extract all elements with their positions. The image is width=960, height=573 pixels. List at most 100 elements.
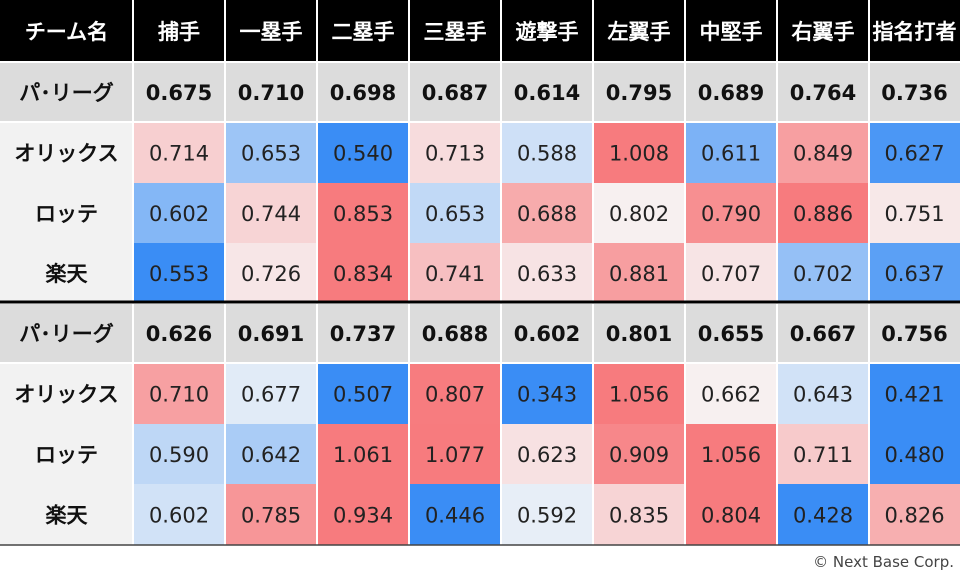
heat-cell-value: 0.790	[701, 202, 761, 226]
heat-cell-value: 0.590	[149, 443, 209, 467]
heat-cell	[685, 243, 777, 303]
league-value-cell: 0.602	[514, 322, 580, 346]
league-value-cell: 0.698	[330, 81, 396, 105]
heat-cell-value: 0.744	[241, 202, 301, 226]
league-value-cell: 0.675	[146, 81, 212, 105]
header-cell-position: 右翼手	[792, 20, 855, 44]
heat-cell	[869, 363, 960, 424]
heat-cell	[685, 122, 777, 183]
header-cell-position: 左翼手	[608, 20, 671, 44]
league-row-label: パ･リーグ	[19, 322, 114, 346]
league-value-cell: 0.737	[330, 322, 396, 346]
heat-cell	[777, 122, 869, 183]
team-name-label: オリックス	[14, 383, 118, 407]
heat-cell-value: 1.077	[425, 443, 485, 467]
heat-cell	[409, 183, 501, 243]
heat-cell	[409, 243, 501, 303]
heat-cell-value: 0.637	[884, 262, 944, 286]
header-cell-team: チーム名	[25, 20, 108, 44]
heat-cell-value: 1.056	[609, 383, 669, 407]
heat-cell-value: 0.785	[241, 504, 301, 528]
heat-cell-value: 0.343	[517, 383, 577, 407]
team-name-cell	[0, 183, 133, 243]
heat-cell	[317, 183, 409, 243]
heat-cell-value: 0.677	[241, 383, 301, 407]
heat-cell	[501, 183, 593, 243]
heat-cell	[133, 363, 225, 424]
heat-cell	[133, 424, 225, 484]
heat-cell	[777, 484, 869, 545]
heat-cell	[777, 363, 869, 424]
heat-cell-value: 0.710	[149, 383, 209, 407]
heat-cell	[501, 363, 593, 424]
heat-cell-value: 0.602	[149, 504, 209, 528]
team-name-cell	[0, 243, 133, 303]
heat-cell	[501, 122, 593, 183]
heat-cell	[869, 424, 960, 484]
heat-cell-value: 0.835	[609, 504, 669, 528]
heat-cell	[593, 183, 685, 243]
heat-cell-value: 0.881	[609, 262, 669, 286]
heat-cell	[317, 243, 409, 303]
heat-cell	[317, 424, 409, 484]
team-name-label: 楽天	[46, 262, 89, 286]
header-cell-position: 捕手	[158, 20, 200, 44]
header-cell-position: 一塁手	[240, 20, 303, 44]
heat-cell-value: 0.713	[425, 142, 485, 166]
heat-cell	[685, 363, 777, 424]
heat-cell-value: 0.446	[425, 504, 485, 528]
heat-cell	[501, 424, 593, 484]
heat-cell	[133, 183, 225, 243]
heat-cell-value: 0.934	[333, 504, 393, 528]
heat-cell-value: 0.623	[517, 443, 577, 467]
league-value-cell: 0.764	[790, 81, 856, 105]
league-row-label: パ･リーグ	[19, 81, 114, 105]
header-cell-position: 指名打者	[873, 20, 957, 44]
heat-cell-value: 0.849	[793, 142, 853, 166]
header-cell-position: 中堅手	[700, 20, 763, 44]
heat-cell	[593, 122, 685, 183]
heat-cell	[869, 122, 960, 183]
heat-cell-value: 0.602	[149, 202, 209, 226]
league-value-cell: 0.689	[698, 81, 764, 105]
heat-cell-value: 0.707	[701, 262, 761, 286]
heat-cell-value: 0.751	[884, 202, 944, 226]
heat-cell-value: 0.653	[425, 202, 485, 226]
team-name-cell	[0, 122, 133, 183]
heat-cell-value: 0.428	[793, 504, 853, 528]
heat-cell	[409, 122, 501, 183]
league-value-cell: 0.687	[422, 81, 488, 105]
league-row	[0, 62, 960, 122]
heat-cell	[317, 122, 409, 183]
team-name-cell	[0, 424, 133, 484]
heat-cell-value: 0.688	[517, 202, 577, 226]
heat-cell	[225, 363, 317, 424]
heat-cell-value: 0.592	[517, 504, 577, 528]
heat-cell	[685, 183, 777, 243]
heat-cell-value: 0.611	[701, 142, 761, 166]
heat-cell	[409, 484, 501, 545]
team-name-label: オリックス	[14, 142, 118, 166]
heat-cell	[501, 243, 593, 303]
heat-cell-value: 0.807	[425, 383, 485, 407]
heat-cell	[777, 424, 869, 484]
heat-cell-value: 0.886	[793, 202, 853, 226]
heat-cell	[777, 183, 869, 243]
heat-cell	[685, 484, 777, 545]
heat-cell-value: 1.008	[609, 142, 669, 166]
heat-cell	[133, 243, 225, 303]
league-value-cell: 0.710	[238, 81, 304, 105]
header-cell-position: 三塁手	[424, 20, 487, 44]
heat-cell-value: 0.909	[609, 443, 669, 467]
league-value-cell: 0.795	[606, 81, 672, 105]
heat-cell	[409, 363, 501, 424]
league-value-cell: 0.736	[881, 81, 947, 105]
heat-cell	[593, 363, 685, 424]
copyright-text: © Next Base Corp.	[813, 553, 954, 571]
heat-cell-value: 0.726	[241, 262, 301, 286]
heat-cell-value: 0.553	[149, 262, 209, 286]
heat-cell-value: 0.804	[701, 504, 761, 528]
heat-cell-value: 0.662	[701, 383, 761, 407]
heat-cell-value: 0.421	[884, 383, 944, 407]
